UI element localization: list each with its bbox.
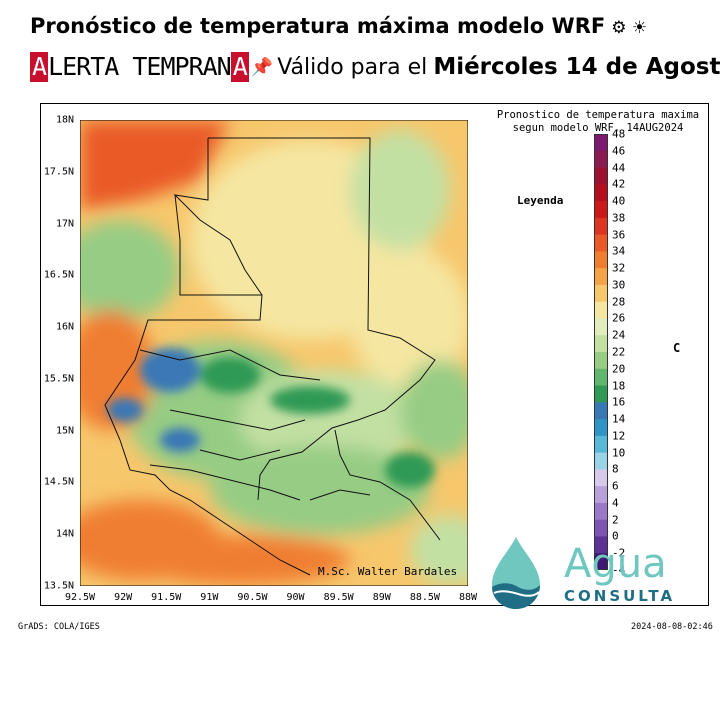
leyenda-label: Leyenda xyxy=(517,194,564,207)
svg-text:Agua: Agua xyxy=(564,541,667,587)
colorbar-segment xyxy=(594,368,608,387)
legend-title: Pronostico de temperatura maxima segun m… xyxy=(496,109,700,134)
lon-label: 92.5W xyxy=(64,592,96,603)
lon-label: 89.5W xyxy=(323,592,354,603)
title-text: Pronóstico de temperatura máxima modelo … xyxy=(30,14,648,38)
lat-label: 18N xyxy=(55,114,74,126)
colorbar-tick-label: 42 xyxy=(612,177,626,191)
svg-text:CONSULTA: CONSULTA xyxy=(564,587,675,605)
colorbar-segment xyxy=(594,268,608,286)
author-credit: M.Sc. Walter Bardales xyxy=(318,565,458,578)
colorbar-tick-label: 16 xyxy=(612,395,626,409)
colorbar-segment xyxy=(594,435,608,454)
colorbar-segment xyxy=(594,452,608,470)
colorbar-segment xyxy=(594,469,608,487)
lon-label: 91.5W xyxy=(151,592,182,603)
colorbar-tick-label: 10 xyxy=(612,446,626,460)
lat-label: 17.5N xyxy=(43,166,74,178)
colorbar-tick-label: 14 xyxy=(612,412,626,426)
lat-label: 15N xyxy=(55,425,74,437)
water-drop-icon xyxy=(492,537,540,609)
colorbar-tick-label: 36 xyxy=(612,228,626,242)
colorbar-tick-label: 46 xyxy=(612,144,626,158)
colorbar-tick-label: 44 xyxy=(612,161,626,175)
sun-gear-icons: ⚙ ☀ xyxy=(611,18,648,38)
lon-label: 88W xyxy=(458,592,478,603)
colorbar-segment xyxy=(594,352,608,370)
colorbar-tick-label: 8 xyxy=(612,462,619,476)
valid-date: Válido para el Miércoles 14 de Agosto xyxy=(277,54,720,80)
unit-label: C xyxy=(673,341,681,355)
colorbar xyxy=(594,134,608,570)
colorbar-tick-label: 30 xyxy=(612,278,626,292)
lat-label: 17N xyxy=(55,218,74,230)
lat-label: 16.5N xyxy=(43,269,74,281)
colorbar-tick-label: 34 xyxy=(612,244,626,258)
colorbar-tick-label: 40 xyxy=(612,194,626,208)
colorbar-segment xyxy=(594,519,608,537)
colorbar-tick-label: 32 xyxy=(612,261,626,275)
colorbar-border xyxy=(594,134,608,570)
map-frame xyxy=(40,103,709,606)
colorbar-tick-label: 0 xyxy=(612,529,619,543)
colorbar-tick-label: 18 xyxy=(612,379,626,393)
colorbar-segment xyxy=(594,318,608,336)
colorbar-tick-label: 48 xyxy=(612,127,626,141)
colorbar-segment xyxy=(594,184,608,202)
temperature-map xyxy=(80,120,468,586)
colorbar-tick-label: -2 xyxy=(612,546,626,560)
lat-label: 16N xyxy=(55,321,74,333)
colorbar-tick-label: 24 xyxy=(612,328,626,342)
colorbar-segment xyxy=(594,201,608,219)
lon-label: 89W xyxy=(372,592,391,603)
agua-consulta-logo: Agua CONSULTA xyxy=(492,537,675,609)
colorbar-tick-label: 20 xyxy=(612,362,626,376)
colorbar-segment xyxy=(594,167,608,185)
lat-label: 14.5N xyxy=(43,476,74,488)
colorbar-segment xyxy=(594,486,608,504)
colorbar-segment xyxy=(594,251,608,269)
colorbar-segment xyxy=(594,402,608,420)
lon-label: 91W xyxy=(200,592,219,603)
colorbar-tick-label: 12 xyxy=(612,429,626,443)
colorbar-segment xyxy=(594,553,608,570)
lat-label: 14N xyxy=(55,528,74,540)
colorbar-segment xyxy=(594,284,608,303)
colorbar-segment xyxy=(594,502,608,521)
colorbar-segment xyxy=(594,419,608,437)
colorbar-tick-label: 4 xyxy=(612,496,619,510)
pushpin-icon: 📌 xyxy=(250,56,274,78)
colorbar-tick-label: 22 xyxy=(612,345,626,359)
colorbar-segment xyxy=(594,234,608,252)
colorbar-segment xyxy=(594,134,608,152)
footer-grads: GrADS: COLA/IGES xyxy=(18,622,100,632)
colorbar-segment xyxy=(594,536,608,554)
colorbar-segment xyxy=(594,217,608,236)
footer-timestamp: 2024-08-08-02:46 xyxy=(631,622,713,632)
alerta-temprana-logo: ALERTA TEMPRANA xyxy=(30,52,249,82)
colorbar-tick-label: 28 xyxy=(612,295,626,309)
subtitle-row: ALERTA TEMPRANA 📌 Válido para el Miércole… xyxy=(30,48,720,86)
colorbar-segment xyxy=(594,385,608,403)
colorbar-tick-label: 38 xyxy=(612,211,626,225)
lon-label: 90W xyxy=(286,592,305,603)
lat-label: 15.5N xyxy=(43,373,74,385)
colorbar-segment xyxy=(594,335,608,353)
colorbar-tick-label: 26 xyxy=(612,311,626,325)
lon-label: 90.5W xyxy=(237,592,268,603)
colorbar-tick-label: -4 xyxy=(612,563,626,577)
lon-label: 88.5W xyxy=(409,592,440,603)
lon-label: 92W xyxy=(114,592,133,603)
colorbar-tick-label: 6 xyxy=(612,479,619,493)
colorbar-tick-label: 2 xyxy=(612,513,619,527)
colorbar-segment xyxy=(594,301,608,319)
colorbar-segment xyxy=(594,150,608,169)
lat-label: 13.5N xyxy=(43,580,74,592)
